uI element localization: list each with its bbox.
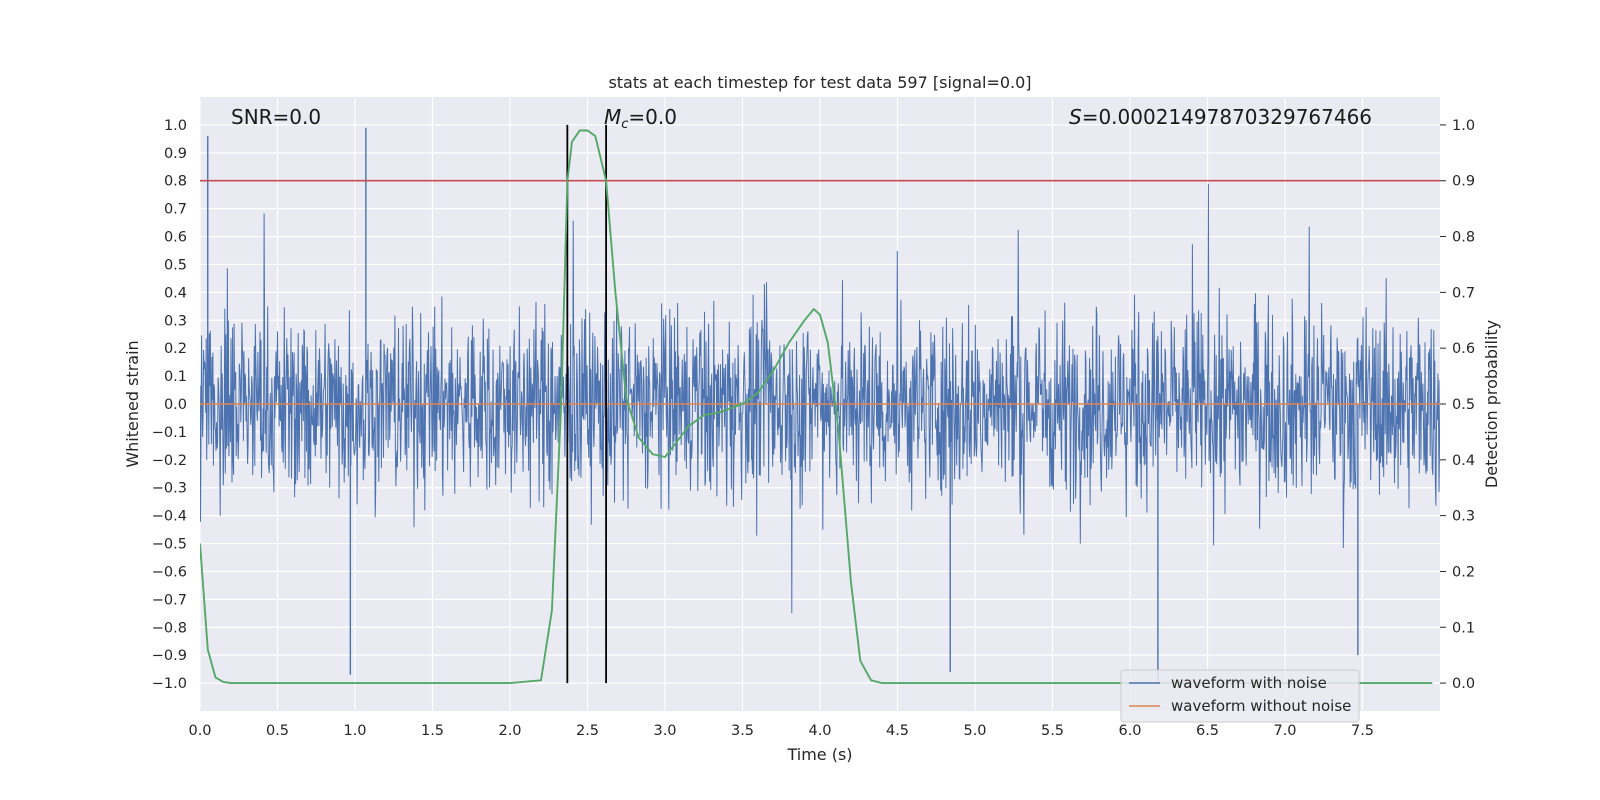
- y-tick-label: −0.2: [152, 453, 187, 469]
- x-tick-label: 3.5: [731, 723, 754, 739]
- x-tick-label: 1.0: [343, 723, 366, 739]
- y-tick-label: −0.3: [152, 481, 187, 497]
- x-tick-label: 6.5: [1196, 723, 1219, 739]
- x-tick-label: 5.5: [1041, 723, 1064, 739]
- y2-tick-label: 0.4: [1452, 453, 1475, 469]
- y2-tick-label: 0.3: [1452, 509, 1475, 525]
- y-tick-label: −0.7: [152, 592, 187, 608]
- y-tick-label: −0.5: [152, 537, 187, 553]
- y2-tick-label: 0.2: [1452, 564, 1475, 580]
- x-tick-label: 4.5: [886, 723, 909, 739]
- legend-box: [1120, 669, 1360, 723]
- chart-title: stats at each timestep for test data 597…: [608, 73, 1031, 92]
- y-tick-label: −0.6: [152, 564, 187, 580]
- y-tick-label: −0.9: [152, 648, 187, 664]
- y2-tick-label: 0.8: [1452, 230, 1475, 246]
- y-tick-label: 1.0: [164, 118, 187, 134]
- y-tick-label: −0.1: [152, 425, 187, 441]
- y-tick-label: 0.1: [164, 369, 187, 385]
- y-tick-label: 0.9: [164, 146, 187, 162]
- y-tick-label: 0.5: [164, 257, 187, 273]
- y2-tick-label: 1.0: [1452, 118, 1475, 134]
- y-tick-label: 0.7: [164, 202, 187, 218]
- y2-tick-label: 0.6: [1452, 341, 1475, 357]
- y-axis-label: Whitened strain: [123, 340, 142, 467]
- y2-tick-label: 0.7: [1452, 285, 1475, 301]
- y-tick-label: 0.4: [164, 285, 187, 301]
- legend-label-noise: waveform with noise: [1171, 674, 1327, 692]
- x-tick-label: 6.0: [1118, 723, 1141, 739]
- x-tick-label: 3.0: [653, 723, 676, 739]
- x-tick-label: 7.0: [1273, 723, 1296, 739]
- y2-tick-label: 0.1: [1452, 620, 1475, 636]
- mc-annotation: Mc=0.0: [604, 105, 677, 132]
- x-tick-label: 4.0: [808, 723, 831, 739]
- x-tick-label: 2.0: [498, 723, 521, 739]
- y-tick-label: 0.6: [164, 230, 187, 246]
- y-tick-label: 0.3: [164, 313, 187, 329]
- y-tick-label: 0.8: [164, 174, 187, 190]
- y2-tick-label: 0.5: [1452, 397, 1475, 413]
- y2-axis-label: Detection probability: [1482, 320, 1501, 488]
- x-tick-label: 7.5: [1351, 723, 1374, 739]
- y-tick-label: −1.0: [152, 676, 187, 692]
- y2-tick-label: 0.9: [1452, 174, 1475, 190]
- x-tick-label: 0.5: [266, 723, 289, 739]
- y-tick-label: 0.2: [164, 341, 187, 357]
- y-tick-label: −0.4: [152, 509, 187, 525]
- x-axis-label: Time (s): [786, 745, 852, 764]
- x-tick-label: 5.0: [963, 723, 986, 739]
- detection-probability-line: [200, 129, 1433, 685]
- legend: waveform with noise waveform without noi…: [1120, 669, 1360, 723]
- y-tick-label: −0.8: [152, 620, 187, 636]
- legend-label-clean: waveform without noise: [1171, 697, 1351, 715]
- x-tick-label: 0.0: [188, 723, 211, 739]
- x-tick-label: 1.5: [421, 723, 444, 739]
- x-tick-label: 2.5: [576, 723, 599, 739]
- noise-waveform-line: [200, 183, 1440, 614]
- y-tick-label: 0.0: [164, 397, 187, 413]
- y2-tick-label: 0.0: [1452, 676, 1475, 692]
- s-annotation: S=0.00021497870329767466: [1069, 105, 1372, 129]
- snr-annotation: SNR=0.0: [231, 105, 321, 129]
